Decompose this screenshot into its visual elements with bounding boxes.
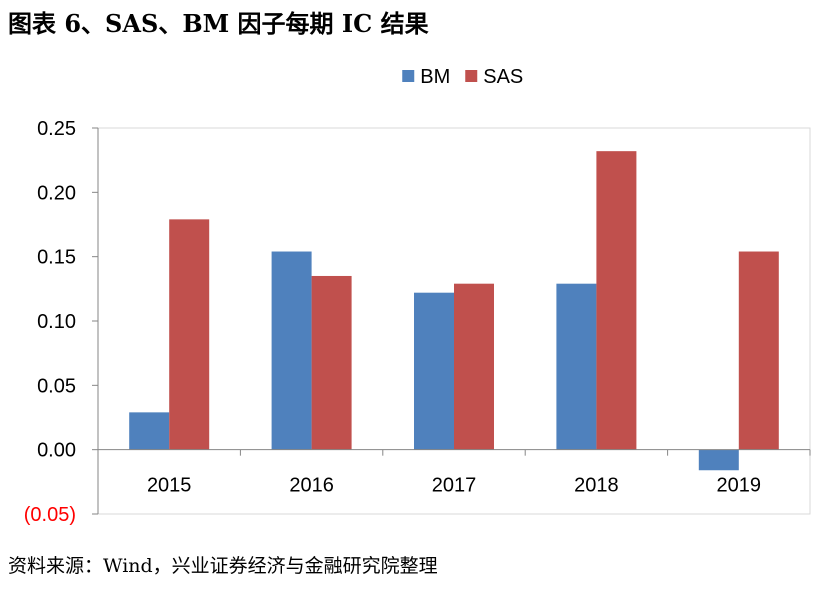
source-note: 资料来源：Wind，兴业证券经济与金融研究院整理 <box>8 555 438 577</box>
bars-group <box>129 151 779 471</box>
legend-swatch-bm <box>402 70 415 82</box>
chart-legend: BM SAS <box>402 66 523 88</box>
y-axis: 0.25 0.20 0.15 0.10 0.05 0.00 (0.05) <box>24 118 98 526</box>
x-axis: 2015 2016 2017 2018 2019 <box>98 449 811 497</box>
y-tick-label: 0.20 <box>37 182 76 204</box>
y-tick-label: 0.15 <box>37 247 76 269</box>
legend-swatch-sas <box>465 70 478 82</box>
bar-bm-2017 <box>414 292 454 450</box>
bar-sas-2019 <box>738 251 779 450</box>
bar-sas-2018 <box>596 151 637 450</box>
legend-label-sas: SAS <box>483 66 523 88</box>
bar-bm-2018 <box>556 283 597 450</box>
x-tick-label: 2018 <box>574 475 619 497</box>
legend-label-bm: BM <box>420 66 450 88</box>
y-tick-label: 0.25 <box>37 118 76 140</box>
x-tick-label: 2015 <box>147 475 192 497</box>
bar-bm-2016 <box>271 251 312 450</box>
y-tick-label: 0.05 <box>37 375 76 397</box>
y-tick-label: 0.10 <box>37 311 76 333</box>
bar-sas-2016 <box>311 275 352 450</box>
bar-sas-2017 <box>454 283 494 450</box>
x-tick-label: 2017 <box>432 475 477 497</box>
x-tick-label: 2019 <box>717 475 762 497</box>
y-tick-label: 0.00 <box>37 440 76 462</box>
y-tick-label: (0.05) <box>24 504 76 526</box>
x-tick-label: 2016 <box>289 475 334 497</box>
bar-sas-2015 <box>169 219 210 450</box>
chart-title: 图表 6、SAS、BM 因子每期 IC 结果 <box>8 9 429 38</box>
bar-bm-2015 <box>129 412 170 450</box>
bar-bm-2019 <box>698 449 739 471</box>
